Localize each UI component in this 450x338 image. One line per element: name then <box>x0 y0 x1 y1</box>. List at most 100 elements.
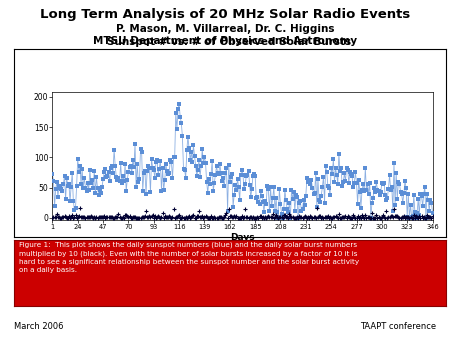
Point <box>225 206 232 211</box>
Point <box>139 188 146 194</box>
Text: P. Mason, M. Villarreal, Dr. C. Higgins: P. Mason, M. Villarreal, Dr. C. Higgins <box>116 24 334 34</box>
Point <box>68 185 75 190</box>
Point <box>240 214 248 220</box>
Point <box>377 189 384 195</box>
Point <box>373 213 380 218</box>
Point <box>70 198 77 203</box>
Point <box>306 179 313 185</box>
Point <box>348 173 356 179</box>
Point <box>154 214 162 219</box>
Point <box>150 168 158 173</box>
Point <box>257 189 264 194</box>
Point <box>227 174 234 179</box>
Point <box>60 182 67 187</box>
Point <box>428 215 435 220</box>
Point <box>398 215 405 220</box>
Point <box>194 213 202 218</box>
Point <box>183 215 190 220</box>
Point <box>58 188 66 193</box>
Point <box>384 195 391 200</box>
Point <box>249 173 256 178</box>
Point <box>298 215 305 220</box>
Point <box>104 215 111 220</box>
Point <box>233 188 240 193</box>
Point <box>64 184 72 189</box>
Point <box>128 170 135 176</box>
Point <box>380 215 387 220</box>
Point <box>223 166 230 171</box>
Point <box>188 215 195 220</box>
Point <box>394 213 401 219</box>
Point <box>144 214 152 219</box>
Point <box>229 215 236 220</box>
Point <box>193 213 200 219</box>
Point <box>382 215 389 221</box>
Point <box>328 171 336 176</box>
Point <box>394 196 401 201</box>
Point <box>171 154 178 159</box>
Point <box>90 186 97 191</box>
Point <box>112 174 120 179</box>
Point <box>350 212 357 217</box>
Point <box>60 214 67 220</box>
Point <box>281 212 288 218</box>
Point <box>80 214 87 220</box>
Point <box>362 213 369 218</box>
Point <box>416 212 423 218</box>
Point <box>133 215 140 220</box>
Point <box>107 165 114 171</box>
Point <box>382 209 390 214</box>
Point <box>218 215 225 220</box>
Point <box>351 181 358 186</box>
Point <box>410 213 418 218</box>
Point <box>301 214 308 219</box>
Point <box>96 215 104 220</box>
Point <box>109 171 117 176</box>
Point <box>309 185 316 191</box>
Point <box>338 215 345 221</box>
Point <box>252 215 260 220</box>
Point <box>243 173 250 178</box>
Point <box>276 186 283 192</box>
Point <box>283 197 290 203</box>
Point <box>117 161 124 166</box>
Point <box>85 215 92 220</box>
Point <box>197 174 204 179</box>
Point <box>136 177 143 182</box>
Point <box>261 198 269 204</box>
Point <box>125 169 132 175</box>
Point <box>176 215 184 220</box>
Point <box>270 215 278 221</box>
Point <box>272 195 279 201</box>
Point <box>346 170 354 175</box>
Point <box>95 192 102 198</box>
Point <box>103 214 110 219</box>
Point <box>315 176 322 182</box>
Point <box>353 215 360 220</box>
Point <box>417 215 424 221</box>
Point <box>149 213 156 218</box>
Point <box>268 203 275 209</box>
Point <box>134 215 141 220</box>
Point <box>397 189 404 194</box>
Point <box>201 214 208 220</box>
Point <box>165 214 172 219</box>
Point <box>284 214 291 220</box>
Point <box>68 213 76 218</box>
Point <box>90 215 97 220</box>
Point <box>108 164 116 169</box>
Point <box>180 215 187 220</box>
Point <box>179 134 186 139</box>
Point <box>204 191 212 196</box>
Point <box>341 171 348 176</box>
Point <box>220 214 228 220</box>
Point <box>207 214 215 219</box>
Point <box>75 170 82 175</box>
Point <box>96 187 104 193</box>
Point <box>266 208 273 214</box>
Point <box>257 214 264 219</box>
Point <box>93 175 100 180</box>
Point <box>414 215 422 221</box>
Point <box>286 201 293 206</box>
Point <box>344 167 351 172</box>
